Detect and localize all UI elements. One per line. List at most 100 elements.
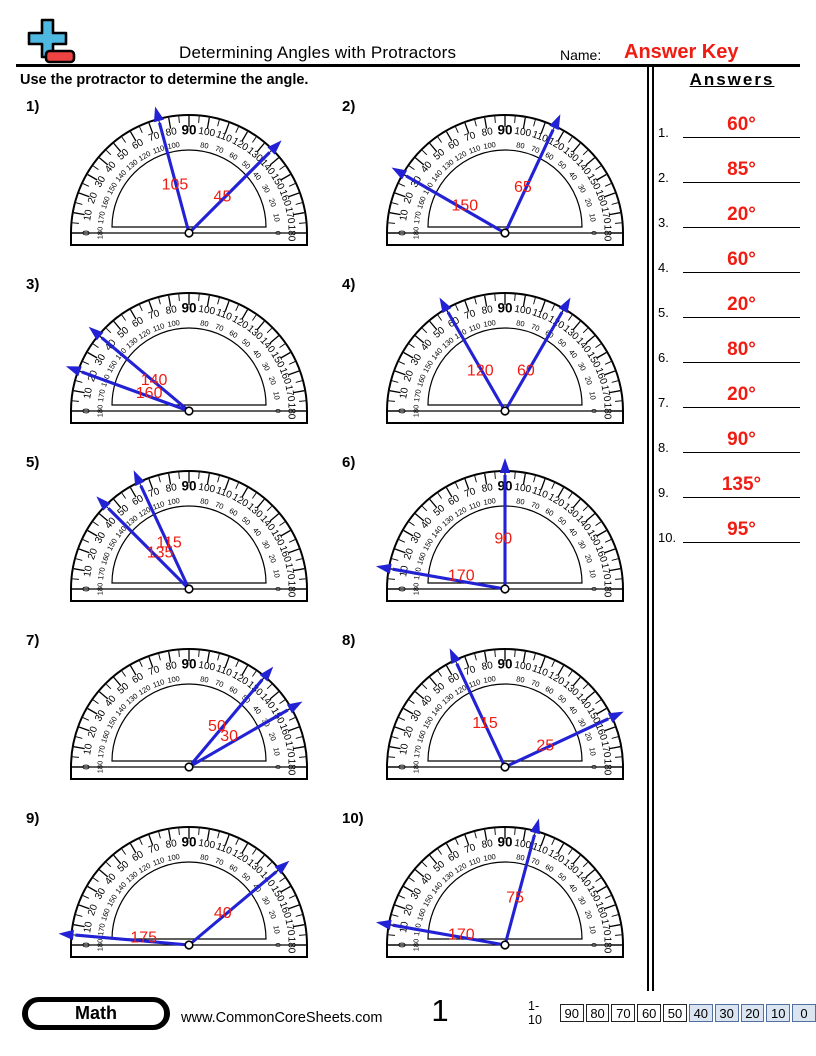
- tick-mark: [256, 142, 265, 153]
- tick-mark: [551, 482, 555, 490]
- tick-mark: [72, 400, 79, 402]
- outer-scale-label: 180: [286, 937, 297, 954]
- tick-mark: [445, 843, 453, 854]
- tick-mark: [394, 370, 406, 376]
- tick-mark: [295, 380, 303, 383]
- inner-scale-label: 100: [167, 496, 181, 507]
- answer-value: 20°: [727, 384, 756, 405]
- tick-mark: [582, 683, 589, 690]
- inner-scale-label: 160: [99, 729, 112, 744]
- outer-scale-label: 170: [283, 918, 297, 937]
- tick-mark: [241, 843, 249, 854]
- angle-ray: [188, 708, 289, 769]
- tick-mark: [252, 670, 257, 677]
- inner-scale-label: 70: [530, 500, 541, 511]
- protractor-body: [70, 826, 308, 958]
- inner-scale-label: 100: [167, 140, 181, 151]
- tick-mark: [568, 848, 573, 855]
- inner-scale-label: 60: [228, 684, 240, 696]
- tick-mark: [572, 320, 581, 331]
- outer-scale-label: 80: [481, 304, 494, 317]
- tick-mark: [98, 691, 109, 700]
- tick-mark: [121, 670, 126, 677]
- tick-mark: [148, 478, 154, 490]
- protractor-body: [386, 648, 624, 780]
- tick-mark: [595, 521, 602, 526]
- inner-scale-label: 0: [273, 765, 282, 769]
- outer-scale-label: 80: [165, 304, 178, 317]
- tick-mark: [73, 568, 85, 572]
- protractor-figure: 1800170101602015030140401305012060110701…: [375, 818, 624, 958]
- tick-mark: [295, 736, 303, 739]
- tick-mark: [252, 314, 257, 321]
- tick-mark: [514, 294, 516, 301]
- problem-cell: 2) 180 0 170 10 160 20 150 30 140 40 130 50 120 60 110 7…: [334, 94, 650, 272]
- tick-mark: [121, 314, 126, 321]
- tick-mark: [437, 136, 442, 143]
- tick-mark: [113, 320, 122, 331]
- tick-mark: [266, 683, 273, 690]
- tick-mark: [92, 699, 99, 704]
- outer-scale-label: 80: [481, 660, 494, 673]
- tick-mark: [596, 173, 607, 181]
- outer-scale-label: 180: [602, 581, 613, 598]
- tick-mark: [269, 513, 280, 522]
- answer-row: 5. 20°: [656, 280, 808, 325]
- outer-scale-label: 10: [82, 386, 95, 399]
- protractor-figure: 1800170101602015030140401305012060110701…: [65, 292, 308, 424]
- outer-scale-label: 0: [398, 408, 409, 414]
- protractor-inner-arc: [111, 505, 267, 584]
- tick-mark: [198, 828, 200, 835]
- angle-ray: [504, 717, 609, 769]
- angle-ray: [392, 923, 506, 947]
- answer-value: 95°: [727, 519, 756, 540]
- outer-scale-label: 0: [398, 942, 409, 948]
- tick-mark: [75, 202, 83, 205]
- tick-mark: [288, 370, 300, 376]
- tick-mark: [611, 202, 619, 205]
- outer-scale-label: 100: [514, 660, 533, 674]
- tick-mark: [604, 895, 612, 899]
- ray-reading-label: 150: [452, 197, 479, 214]
- problem-cell: 1) 180 0 170 10 160 20 150 30 140 40 130 50 120 60 110 7…: [18, 94, 334, 272]
- tick-mark: [572, 676, 581, 687]
- answers-separator: [647, 67, 654, 991]
- tick-mark: [604, 192, 616, 198]
- ray-arrowhead-icon: [549, 114, 561, 131]
- answer-line: [683, 137, 800, 138]
- page-title: Determining Angles with Protractors: [179, 43, 457, 62]
- angle-ray: [187, 151, 271, 235]
- outer-scale-label: 180: [286, 759, 297, 776]
- tick-mark: [484, 829, 488, 841]
- tick-mark: [464, 478, 470, 490]
- tick-mark: [429, 854, 438, 865]
- inner-scale-label: 0: [589, 943, 598, 947]
- inner-scale-label: 0: [273, 943, 282, 947]
- tick-mark: [391, 202, 399, 205]
- score-cell: 90: [559, 1004, 584, 1022]
- tick-mark: [295, 558, 303, 561]
- outer-scale-label: 180: [286, 581, 297, 598]
- tick-mark: [611, 914, 619, 917]
- tick-mark: [78, 904, 90, 910]
- tick-mark: [398, 539, 406, 543]
- tick-mark: [494, 828, 496, 835]
- tick-mark: [582, 149, 589, 156]
- protractor-center-hole: [184, 762, 194, 772]
- outer-scale-label: 10: [82, 920, 95, 933]
- answer-row: 3. 20°: [656, 190, 808, 235]
- outer-scale-label: 80: [481, 482, 494, 495]
- tick-mark: [398, 361, 406, 365]
- tick-mark: [293, 212, 305, 216]
- outer-scale-label: 170: [283, 206, 297, 225]
- tick-mark: [178, 472, 180, 479]
- outer-scale-label: 20: [86, 725, 100, 740]
- page-number: 1: [431, 993, 449, 1028]
- tick-mark: [78, 726, 90, 732]
- tick-mark: [394, 904, 406, 910]
- outer-scale-label: 110: [215, 129, 234, 145]
- outer-scale-label: 100: [514, 482, 533, 496]
- tick-mark: [484, 473, 488, 485]
- tick-mark: [224, 656, 230, 668]
